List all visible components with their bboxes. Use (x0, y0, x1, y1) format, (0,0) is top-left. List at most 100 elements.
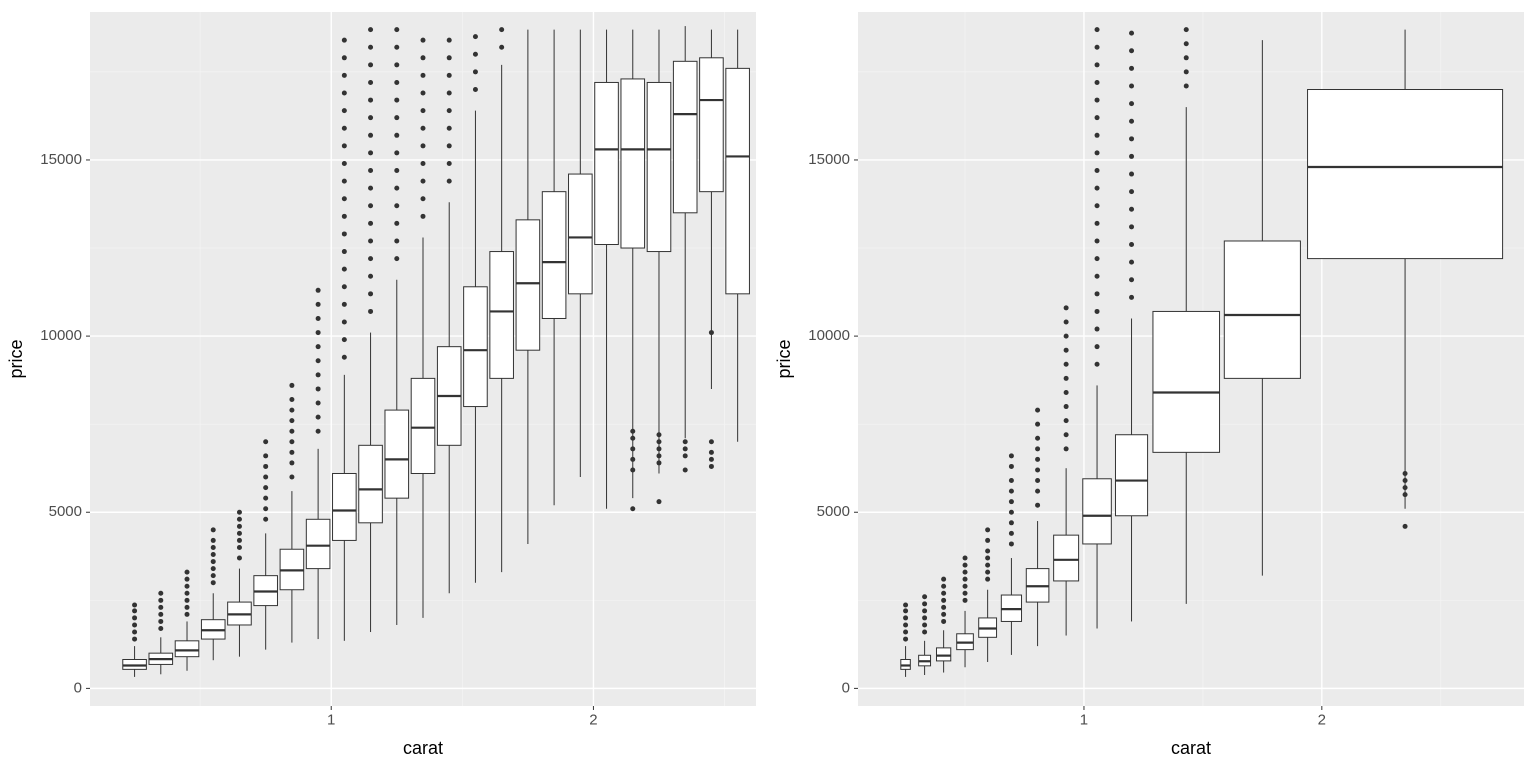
outlier-point (342, 38, 347, 43)
outlier-point (289, 397, 294, 402)
outlier-point (985, 527, 990, 532)
outlier-point (903, 630, 908, 635)
outlier-point (709, 450, 714, 455)
chart-svg: 05000100001500012caratprice (0, 0, 768, 768)
outlier-point (1064, 334, 1069, 339)
box (385, 410, 409, 498)
outlier-point (1064, 418, 1069, 423)
outlier-point (1064, 320, 1069, 325)
y-tick-label: 0 (842, 679, 850, 696)
box (726, 68, 750, 293)
outlier-point (394, 133, 399, 138)
outlier-point (656, 453, 661, 458)
outlier-point (941, 591, 946, 596)
outlier-point (1129, 48, 1134, 53)
outlier-point (1129, 101, 1134, 106)
chart-svg: 05000100001500012caratprice (768, 0, 1536, 768)
outlier-point (158, 605, 163, 610)
outlier-point (263, 496, 268, 501)
outlier-point (368, 80, 373, 85)
outlier-point (1129, 189, 1134, 194)
outlier-point (1095, 203, 1100, 208)
outlier-point (394, 115, 399, 120)
outlier-point (963, 577, 968, 582)
outlier-point (368, 186, 373, 191)
outlier-point (342, 91, 347, 96)
outlier-point (263, 517, 268, 522)
outlier-point (421, 179, 426, 184)
outlier-point (1184, 27, 1189, 32)
outlier-point (158, 591, 163, 596)
outlier-point (263, 453, 268, 458)
outlier-point (368, 238, 373, 243)
outlier-point (289, 460, 294, 465)
outlier-point (473, 52, 478, 57)
outlier-point (289, 439, 294, 444)
outlier-point (237, 556, 242, 561)
x-tick-label: 2 (589, 711, 597, 728)
outlier-point (499, 27, 504, 32)
outlier-point (342, 337, 347, 342)
outlier-point (211, 538, 216, 543)
box (936, 648, 950, 661)
x-tick-label: 1 (1080, 711, 1088, 728)
outlier-point (368, 274, 373, 279)
outlier-point (1129, 154, 1134, 159)
box (647, 82, 671, 251)
outlier-point (368, 98, 373, 103)
outlier-point (630, 457, 635, 462)
outlier-point (1035, 467, 1040, 472)
outlier-point (1009, 464, 1014, 469)
outlier-point (211, 552, 216, 557)
outlier-point (1184, 69, 1189, 74)
outlier-point (263, 506, 268, 511)
outlier-point (211, 566, 216, 571)
outlier-point (941, 605, 946, 610)
outlier-point (1129, 172, 1134, 177)
outlier-point (1184, 55, 1189, 60)
outlier-point (709, 464, 714, 469)
outlier-point (289, 450, 294, 455)
outlier-point (709, 330, 714, 335)
outlier-point (368, 27, 373, 32)
outlier-point (394, 256, 399, 261)
outlier-point (158, 612, 163, 617)
outlier-point (316, 415, 321, 420)
outlier-point (368, 256, 373, 261)
outlier-point (1095, 362, 1100, 367)
outlier-point (473, 87, 478, 92)
outlier-point (630, 436, 635, 441)
outlier-point (963, 563, 968, 568)
outlier-point (185, 605, 190, 610)
y-tick-label: 5000 (817, 503, 850, 520)
y-axis-title: price (774, 339, 794, 378)
outlier-point (1064, 348, 1069, 353)
outlier-point (289, 383, 294, 388)
box (1115, 435, 1147, 516)
outlier-point (132, 637, 137, 642)
outlier-point (1095, 133, 1100, 138)
outlier-point (1009, 541, 1014, 546)
outlier-point (316, 330, 321, 335)
outlier-point (656, 439, 661, 444)
outlier-point (447, 73, 452, 78)
outlier-point (316, 288, 321, 293)
outlier-point (263, 485, 268, 490)
outlier-point (394, 168, 399, 173)
outlier-point (289, 408, 294, 413)
outlier-point (368, 203, 373, 208)
outlier-point (342, 143, 347, 148)
outlier-point (1064, 432, 1069, 437)
outlier-point (922, 608, 927, 613)
outlier-point (941, 612, 946, 617)
outlier-point (630, 429, 635, 434)
outlier-point (1184, 83, 1189, 88)
outlier-point (342, 302, 347, 307)
outlier-point (132, 608, 137, 613)
outlier-point (316, 358, 321, 363)
outlier-point (185, 584, 190, 589)
outlier-point (447, 38, 452, 43)
outlier-point (1035, 457, 1040, 462)
outlier-point (985, 556, 990, 561)
outlier-point (1064, 376, 1069, 381)
